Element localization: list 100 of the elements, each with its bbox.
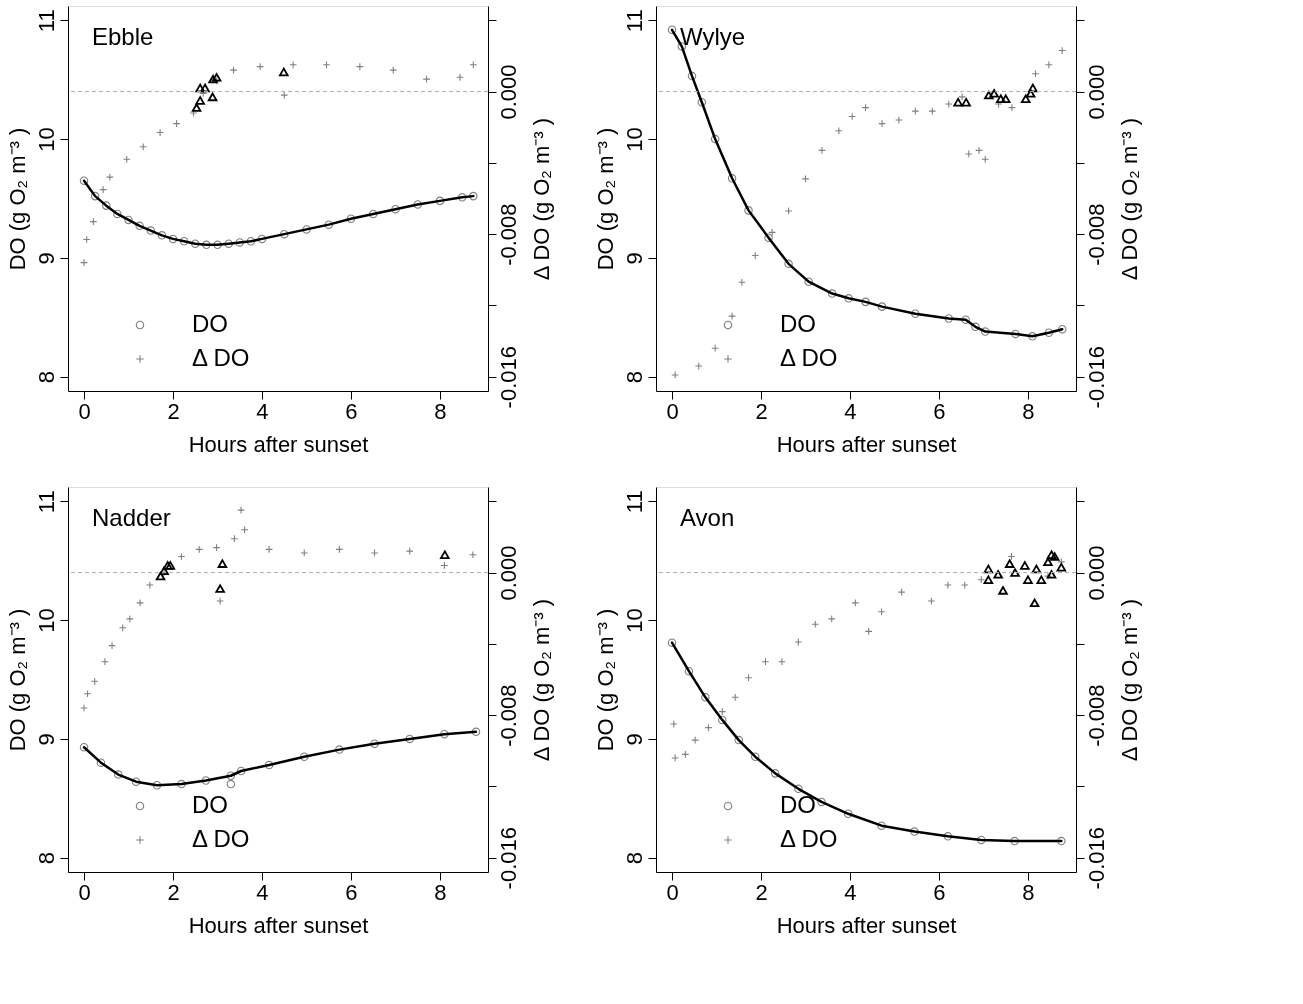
point: [744, 206, 753, 215]
point: [236, 766, 246, 776]
x-tick-label: 6: [933, 398, 946, 424]
point: [1020, 561, 1030, 570]
x-tick-label: 4: [844, 398, 857, 424]
x-tick-label: 4: [256, 398, 269, 424]
point: [135, 221, 144, 231]
point: [324, 220, 333, 229]
point: [289, 60, 298, 69]
point: [1043, 557, 1053, 567]
point: [136, 598, 144, 607]
point: [1056, 562, 1067, 572]
point: [226, 771, 236, 780]
point: [440, 729, 449, 739]
point: [984, 90, 994, 100]
point: [1046, 550, 1057, 559]
x-tick-label: 8: [1022, 879, 1035, 905]
point: [125, 614, 134, 623]
point: [910, 827, 919, 836]
y-tick-label: 10: [621, 127, 647, 152]
point: [237, 506, 245, 515]
point: [195, 83, 205, 93]
y-axis-title: DO (g O₂ m⁻³ ): [4, 127, 30, 271]
point: [146, 226, 156, 235]
y2-axis-title: Δ DO (g O₂ m⁻³ ): [1116, 598, 1142, 762]
point: [370, 739, 379, 748]
point: [105, 173, 114, 182]
point: [457, 193, 467, 202]
point: [335, 745, 344, 754]
point: [843, 809, 853, 819]
point: [191, 103, 202, 112]
point: [784, 259, 793, 269]
line-series: [82, 730, 478, 787]
x-axis-title: Hours after sunset: [188, 912, 369, 938]
point: [1044, 328, 1054, 338]
point: [226, 779, 236, 789]
x-tick-label: 6: [933, 879, 946, 905]
x-tick-label: 2: [755, 398, 768, 424]
point: [691, 736, 700, 745]
point: [844, 294, 853, 303]
point: [750, 752, 760, 761]
x-tick-label: 4: [256, 879, 269, 905]
x-tick-label: 8: [1022, 398, 1035, 424]
point: [1020, 94, 1031, 103]
point: [235, 238, 244, 247]
point: [165, 561, 176, 570]
point: [1049, 552, 1060, 561]
point: [346, 214, 356, 223]
y-tick-label: 10: [33, 608, 59, 633]
y2-tick-label: -0.008: [1083, 684, 1109, 747]
point: [728, 312, 736, 321]
point: [960, 581, 969, 589]
point: [102, 201, 111, 210]
point: [861, 297, 870, 307]
point: [827, 289, 837, 298]
point: [943, 581, 952, 589]
text: Avon: [680, 504, 735, 531]
y2-tick-label: 0.000: [495, 64, 521, 120]
x-tick-label: 2: [755, 879, 768, 905]
legend-label: Δ DO: [780, 344, 838, 371]
point: [179, 237, 189, 246]
point: [944, 314, 954, 323]
point: [157, 231, 167, 240]
point: [368, 209, 378, 219]
point: [770, 769, 780, 778]
point: [96, 758, 106, 767]
y2-tick-label: -0.008: [1083, 203, 1109, 266]
point: [964, 150, 973, 158]
point: [671, 754, 680, 762]
point: [79, 176, 89, 185]
x-tick-label: 2: [167, 879, 180, 905]
line-series: [82, 179, 475, 247]
point: [391, 204, 400, 214]
point: [669, 720, 678, 728]
point: [998, 586, 1008, 595]
point: [152, 781, 162, 790]
point: [246, 237, 256, 246]
point: [718, 715, 727, 725]
point: [1010, 836, 1019, 846]
point: [1028, 332, 1037, 341]
point: [710, 134, 720, 144]
point: [168, 234, 178, 244]
point: [983, 575, 994, 584]
y-tick-label: 9: [621, 733, 647, 746]
y-tick-label: 9: [33, 252, 59, 265]
y-tick-label: 8: [621, 371, 647, 384]
y2-axis-title: Δ DO (g O₂ m⁻³ ): [528, 117, 554, 281]
point: [124, 215, 133, 225]
point: [697, 98, 707, 107]
y-axis-title: DO (g O₂ m⁻³ ): [4, 608, 30, 752]
y2-tick-label: 0.000: [1083, 64, 1109, 120]
y-tick-label: 8: [33, 852, 59, 865]
point: [1057, 836, 1066, 846]
y-tick-label: 10: [621, 608, 647, 633]
point: [300, 549, 309, 557]
point: [155, 571, 166, 581]
point: [224, 239, 233, 248]
point: [983, 564, 994, 574]
legend-label: Δ DO: [192, 825, 250, 852]
point: [90, 191, 100, 201]
